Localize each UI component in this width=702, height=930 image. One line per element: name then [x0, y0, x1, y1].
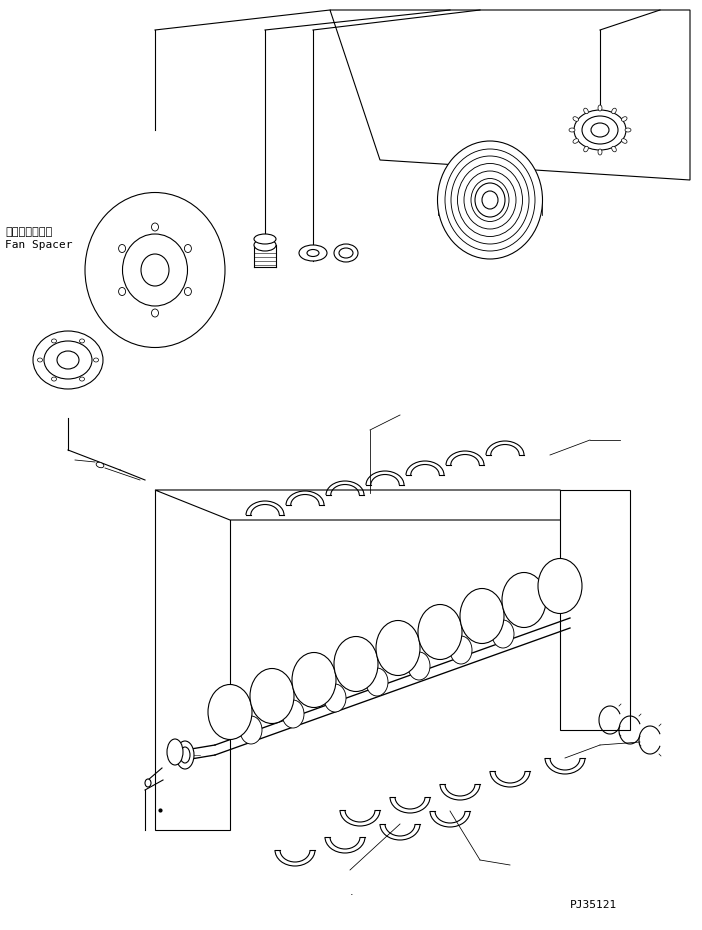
Text: Fan Spacer: Fan Spacer — [5, 240, 72, 250]
Polygon shape — [560, 490, 630, 730]
Ellipse shape — [85, 193, 225, 348]
Ellipse shape — [437, 141, 543, 259]
Ellipse shape — [460, 589, 504, 644]
Ellipse shape — [573, 116, 578, 121]
Ellipse shape — [621, 139, 627, 143]
Ellipse shape — [538, 559, 582, 614]
Ellipse shape — [180, 747, 190, 763]
Text: PJ35121: PJ35121 — [570, 900, 617, 910]
Polygon shape — [155, 490, 230, 830]
Ellipse shape — [475, 183, 505, 217]
Text: ファンスペーサ: ファンスペーサ — [5, 227, 52, 237]
Ellipse shape — [625, 128, 631, 132]
Ellipse shape — [502, 573, 546, 628]
Ellipse shape — [334, 244, 358, 262]
Ellipse shape — [96, 462, 104, 468]
Ellipse shape — [573, 139, 578, 143]
Ellipse shape — [339, 248, 353, 258]
Ellipse shape — [408, 652, 430, 680]
Ellipse shape — [598, 149, 602, 155]
Ellipse shape — [583, 146, 588, 152]
Ellipse shape — [240, 716, 262, 744]
Ellipse shape — [621, 116, 627, 121]
Ellipse shape — [582, 116, 618, 144]
Ellipse shape — [299, 245, 327, 261]
Ellipse shape — [141, 254, 169, 286]
Ellipse shape — [574, 110, 626, 150]
Ellipse shape — [176, 741, 194, 769]
Ellipse shape — [57, 351, 79, 369]
Ellipse shape — [208, 684, 252, 739]
Polygon shape — [155, 490, 595, 520]
Ellipse shape — [569, 128, 575, 132]
Polygon shape — [330, 10, 690, 180]
Ellipse shape — [591, 123, 609, 137]
Ellipse shape — [123, 234, 187, 306]
Ellipse shape — [611, 108, 616, 113]
Ellipse shape — [33, 331, 103, 389]
Ellipse shape — [254, 239, 276, 251]
Ellipse shape — [366, 668, 388, 696]
Ellipse shape — [44, 341, 92, 379]
Ellipse shape — [583, 108, 588, 113]
Ellipse shape — [292, 653, 336, 708]
Ellipse shape — [418, 604, 462, 659]
Ellipse shape — [254, 234, 276, 244]
Text: .: . — [350, 887, 354, 897]
Ellipse shape — [282, 700, 304, 728]
Ellipse shape — [482, 191, 498, 209]
Ellipse shape — [376, 620, 420, 675]
Ellipse shape — [334, 636, 378, 692]
Ellipse shape — [167, 739, 183, 765]
Ellipse shape — [324, 684, 346, 712]
Ellipse shape — [145, 779, 151, 787]
Ellipse shape — [307, 249, 319, 257]
Ellipse shape — [492, 620, 514, 648]
Ellipse shape — [611, 146, 616, 152]
Ellipse shape — [598, 105, 602, 111]
Ellipse shape — [450, 636, 472, 664]
Ellipse shape — [250, 669, 294, 724]
